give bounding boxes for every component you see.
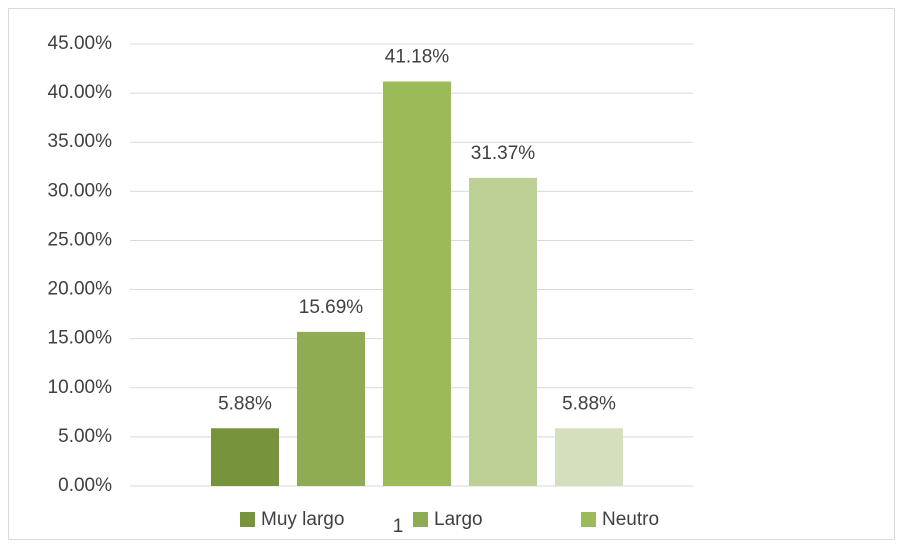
y-tick-label: 40.00% — [48, 82, 113, 103]
bar — [555, 428, 623, 486]
legend-label: Muy largo — [261, 509, 344, 530]
bar — [211, 428, 279, 486]
legend-label: Largo — [434, 509, 483, 530]
y-tick-label: 5.00% — [58, 426, 112, 447]
y-tick-label: 25.00% — [48, 229, 113, 250]
y-tick-label: 0.00% — [58, 475, 112, 496]
y-tick-label: 10.00% — [48, 377, 113, 398]
y-tick-label: 35.00% — [48, 131, 113, 152]
y-tick-label: 15.00% — [48, 328, 113, 349]
data-label: 31.37% — [471, 143, 536, 164]
data-label: 15.69% — [299, 297, 364, 318]
data-label: 41.18% — [385, 47, 450, 68]
chart-frame — [8, 8, 895, 540]
legend-swatch — [240, 512, 255, 527]
legend-swatch — [581, 512, 596, 527]
bar — [469, 177, 537, 486]
data-label: 5.88% — [562, 393, 616, 414]
legend-swatch — [413, 512, 428, 527]
legend-label: Neutro — [602, 509, 659, 530]
bar — [297, 331, 365, 486]
y-tick-label: 30.00% — [48, 180, 113, 201]
data-label: 5.88% — [218, 393, 272, 414]
bar — [383, 81, 451, 487]
y-tick-label: 45.00% — [48, 33, 113, 54]
x-tick-label: 1 — [393, 516, 404, 537]
y-tick-label: 20.00% — [48, 279, 113, 300]
